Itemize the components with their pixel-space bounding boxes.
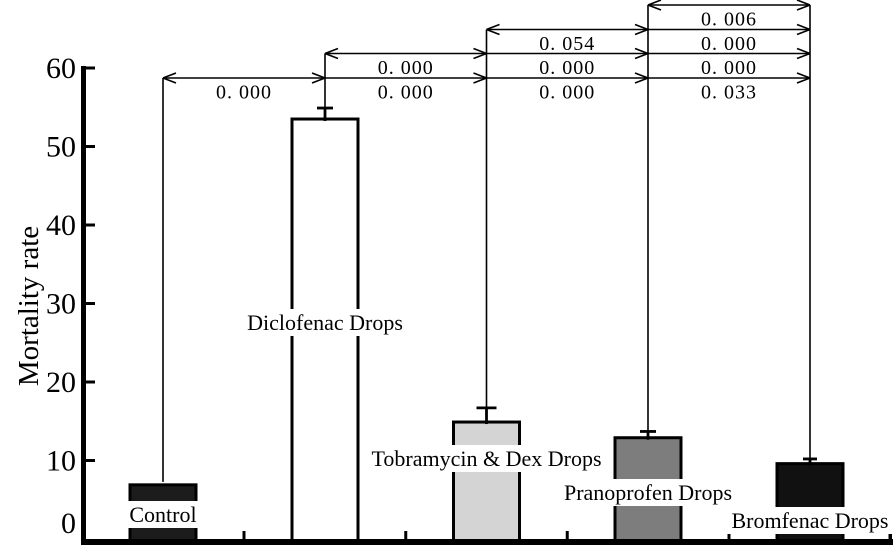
arrowhead <box>486 28 500 36</box>
arrowhead <box>311 77 326 84</box>
arrowhead <box>473 77 487 84</box>
arrowhead <box>324 47 339 55</box>
p-value-label: 0. 006 <box>701 9 757 31</box>
x-axis-tick <box>565 531 569 539</box>
arrowhead <box>796 72 811 79</box>
drop-lines-group <box>162 5 811 482</box>
arrowhead <box>311 72 326 79</box>
label-background <box>559 479 737 506</box>
arrowhead <box>486 23 500 31</box>
comparison-row-control <box>162 72 811 84</box>
label-background <box>125 501 201 528</box>
arrowhead <box>634 47 649 55</box>
y-axis-tick <box>86 66 95 70</box>
arrowhead <box>796 52 811 60</box>
arrowhead <box>796 0 811 6</box>
y-tick-label: 40 <box>46 209 76 242</box>
label-background <box>727 507 893 534</box>
y-tick-label: 10 <box>46 445 76 478</box>
bar-label-group-diclofenac-drops: Diclofenac Drops <box>243 309 407 336</box>
p-value-label: 0. 000 <box>539 57 595 79</box>
bar-label-group-pranoprofen-drops: Pranoprofen Drops <box>559 479 737 506</box>
arrowhead <box>796 77 811 84</box>
arrowhead <box>634 23 649 31</box>
bar-label-group-tobramycin-dex-drops: Tobramycin & Dex Drops <box>367 445 606 472</box>
bar-label-diclofenac-drops: Diclofenac Drops <box>247 310 403 335</box>
y-tick-label: 60 <box>46 52 76 85</box>
arrowhead <box>473 72 487 79</box>
arrowhead <box>647 4 662 11</box>
x-axis-spine <box>81 539 893 545</box>
y-axis-spine <box>81 66 86 545</box>
arrowhead <box>162 72 177 79</box>
x-axis-tick <box>727 531 731 539</box>
x-axis-tick <box>404 531 408 539</box>
p-value-label: 0. 000 <box>701 57 757 79</box>
bar-tobramycin-dex-drops <box>452 420 521 544</box>
p-value-label: 0. 000 <box>539 82 595 104</box>
bar-label-group-bromfenac-drops: Bromfenac Drops <box>727 507 893 534</box>
comparison-row-pranoprofen-drops <box>647 0 811 11</box>
axes-group: 0 10 20 30 40 50 60 Mortality rate <box>13 52 893 545</box>
p-value-label: 0. 000 <box>378 57 434 79</box>
y-axis-tick <box>86 302 95 305</box>
arrowhead <box>473 47 487 55</box>
y-tick-label: 20 <box>46 366 76 399</box>
arrowhead <box>796 23 811 31</box>
p-value-label: 0. 000 <box>216 82 272 104</box>
y-tick-label: 30 <box>46 288 76 321</box>
arrowhead <box>796 4 811 11</box>
arrowhead <box>634 77 649 84</box>
y-axis-tick <box>86 223 95 227</box>
x-axis-tick <box>242 531 246 539</box>
arrowhead <box>324 52 339 60</box>
bar-label-group-control: Control <box>125 501 201 528</box>
bar-label-control: Control <box>129 502 196 527</box>
comparison-row-tobramycin-dex-drops <box>486 23 811 36</box>
y-axis-tick <box>86 459 95 462</box>
bar-label-tobramycin-dex-drops: Tobramycin & Dex Drops <box>371 446 601 471</box>
bar-label-pranoprofen-drops: Pranoprofen Drops <box>564 480 732 505</box>
y-tick-label: 50 <box>46 131 76 164</box>
y-axis-tick <box>86 145 95 148</box>
p-value-label: 0. 000 <box>701 33 757 55</box>
arrowhead <box>162 77 177 84</box>
p-value-label: 0. 033 <box>701 82 757 104</box>
p-value-label: 0. 054 <box>539 33 595 55</box>
y-axis-title: Mortality rate <box>13 226 45 386</box>
y-tick-label: 0 <box>61 507 76 540</box>
arrowhead <box>473 52 487 60</box>
arrowhead <box>634 52 649 60</box>
p-value-label: 0. 000 <box>378 82 434 104</box>
arrowhead <box>796 28 811 36</box>
arrowhead <box>634 28 649 36</box>
y-axis-tick <box>86 380 95 384</box>
arrowhead <box>634 72 649 79</box>
bar-label-bromfenac-drops: Bromfenac Drops <box>731 508 888 533</box>
label-background <box>367 445 606 472</box>
arrowhead <box>796 47 811 55</box>
arrowhead <box>647 0 662 6</box>
error-bars-group <box>317 106 817 466</box>
label-background <box>243 309 407 336</box>
comparison-row-diclofenac-drops <box>324 47 811 60</box>
